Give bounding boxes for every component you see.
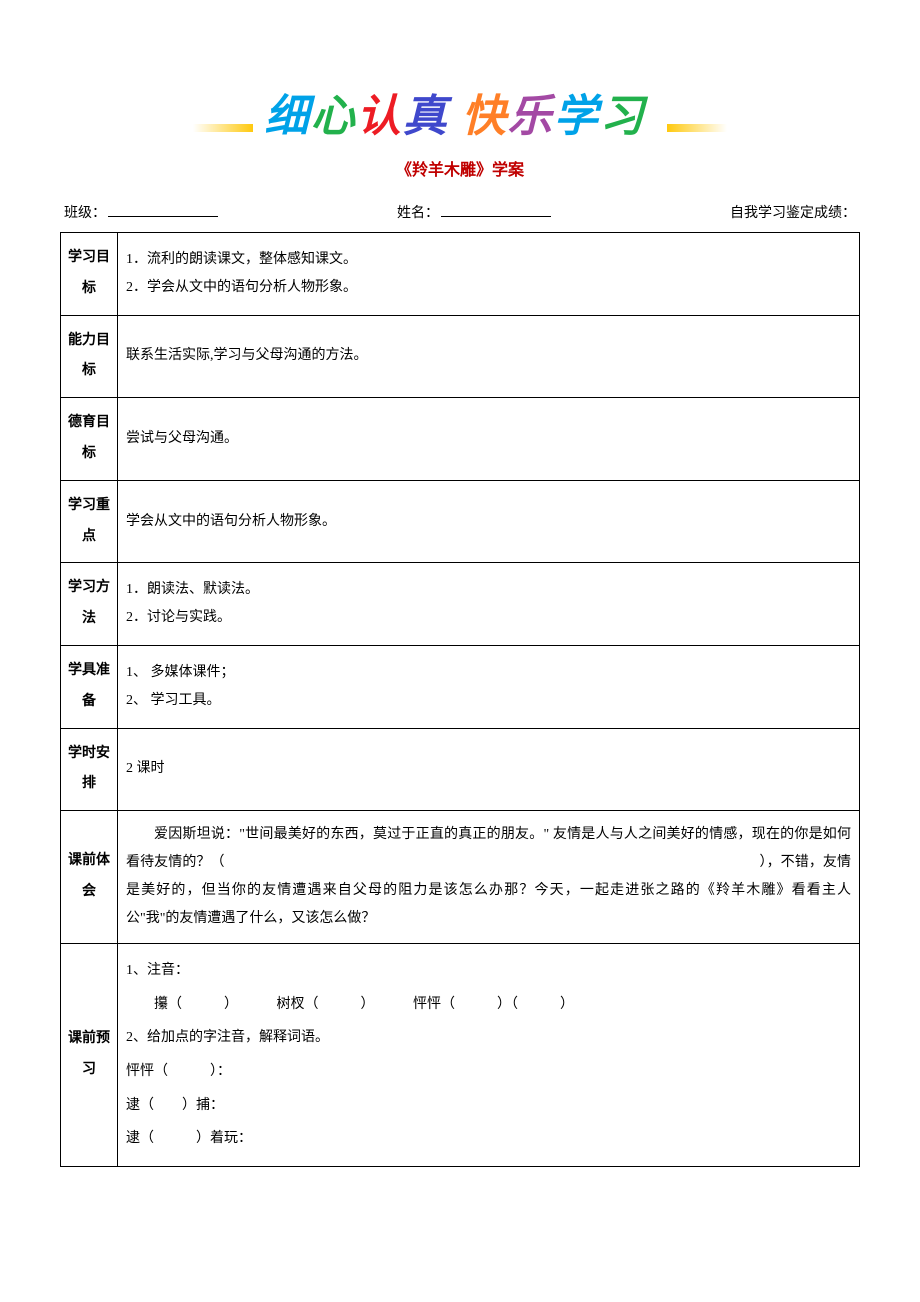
table-row: 学习重点 学会从文中的语句分析人物形象。 — [61, 480, 860, 563]
name-label: 姓名： — [397, 202, 439, 222]
table-row: 课前预习 1、注音： 攥（ ） 树杈（ ） 怦怦（ ）（ ） 2、给加点的字注音… — [61, 944, 860, 1167]
row-label: 学习目标 — [61, 233, 118, 316]
subtitle: 《羚羊木雕》学案 — [60, 156, 860, 180]
row-content: 学会从文中的语句分析人物形象。 — [118, 480, 860, 563]
row-content: 尝试与父母沟通。 — [118, 398, 860, 481]
content-line: 2．学会从文中的语句分析人物形象。 — [126, 274, 851, 302]
row-content: 1、 多媒体课件； 2、 学习工具。 — [118, 645, 860, 728]
row-content: 联系生活实际,学习与父母沟通的方法。 — [118, 315, 860, 398]
page: 细心认真 快乐学习 《羚羊木雕》学案 班级： 姓名： 自我学习鉴定成绩： 学习目… — [0, 0, 920, 1207]
row-label: 课前预习 — [61, 944, 118, 1167]
banner-deco-right — [667, 124, 727, 132]
pinyin-heading-2: 2、给加点的字注音，解释词语。 — [126, 1021, 851, 1055]
table-row: 课前体会 爱因斯坦说："世间最美好的东西，莫过于正直的真正的朋友。" 友情是人与… — [61, 811, 860, 944]
content-line: 学会从文中的语句分析人物形象。 — [126, 508, 851, 536]
info-name: 姓名： — [397, 202, 551, 222]
class-line — [108, 202, 218, 217]
row-content: 爱因斯坦说："世间最美好的东西，莫过于正直的真正的朋友。" 友情是人与人之间美好… — [118, 811, 860, 944]
score-label: 自我学习鉴定成绩： — [730, 202, 856, 222]
table-row: 学时安排 2 课时 — [61, 728, 860, 811]
pinyin-item: 树杈（ ） — [277, 997, 368, 1012]
row-content: 1．流利的朗读课文，整体感知课文。 2．学会从文中的语句分析人物形象。 — [118, 233, 860, 316]
label-text: 德育目标 — [68, 415, 110, 461]
pinyin-item-line: 逮（ ）捕： — [126, 1089, 851, 1123]
pinyin-line-1: 攥（ ） 树杈（ ） 怦怦（ ）（ ） — [126, 988, 851, 1022]
info-class: 班级： — [64, 202, 218, 222]
banner-char: 认 — [357, 92, 403, 141]
content-line: 联系生活实际,学习与父母沟通的方法。 — [126, 342, 851, 370]
content-line: 尝试与父母沟通。 — [126, 425, 851, 453]
info-score: 自我学习鉴定成绩： — [730, 202, 856, 222]
content-line: 1、 多媒体课件； — [126, 659, 851, 687]
label-text: 能力目标 — [68, 333, 110, 379]
banner-char: 心 — [311, 92, 357, 141]
content-line: 1．流利的朗读课文，整体感知课文。 — [126, 246, 851, 274]
pinyin-item: 攥（ ） — [154, 997, 231, 1012]
table-row: 学习目标 1．流利的朗读课文，整体感知课文。 2．学会从文中的语句分析人物形象。 — [61, 233, 860, 316]
label-text: 学时安排 — [68, 746, 110, 792]
banner-char: 习 — [600, 92, 646, 141]
label-text: 课前体会 — [68, 853, 110, 899]
content-line: 1．朗读法、默读法。 — [126, 576, 851, 604]
banner-deco-left — [193, 124, 253, 132]
row-label: 课前体会 — [61, 811, 118, 944]
row-content: 2 课时 — [118, 728, 860, 811]
row-label: 学习方法 — [61, 563, 118, 646]
plan-table: 学习目标 1．流利的朗读课文，整体感知课文。 2．学会从文中的语句分析人物形象。… — [60, 232, 860, 1167]
row-label: 德育目标 — [61, 398, 118, 481]
banner-char: 真 — [403, 92, 449, 141]
label-text: 学习方法 — [68, 580, 110, 626]
table-row: 能力目标 联系生活实际,学习与父母沟通的方法。 — [61, 315, 860, 398]
label-text: 学习目标 — [68, 250, 110, 296]
content-line: 2．讨论与实践。 — [126, 604, 851, 632]
row-label: 能力目标 — [61, 315, 118, 398]
row-label: 学具准备 — [61, 645, 118, 728]
table-row: 学习方法 1．朗读法、默读法。 2．讨论与实践。 — [61, 563, 860, 646]
label-text: 学习重点 — [68, 498, 110, 544]
pinyin-item: 怦怦（ ）（ ） — [413, 997, 574, 1012]
row-label: 学习重点 — [61, 480, 118, 563]
class-label: 班级： — [64, 202, 106, 222]
table-row: 学具准备 1、 多媒体课件； 2、 学习工具。 — [61, 645, 860, 728]
banner-text: 细心认真 快乐学习 — [265, 92, 659, 141]
label-text: 学具准备 — [68, 663, 110, 709]
table-row: 德育目标 尝试与父母沟通。 — [61, 398, 860, 481]
content-line: 2 课时 — [126, 755, 851, 783]
pinyin-item-line: 逮（ ）着玩： — [126, 1122, 851, 1156]
label-text: 课前预习 — [68, 1031, 110, 1077]
content-line: 2、 学习工具。 — [126, 687, 851, 715]
pinyin-item-line: 怦怦（ ）： — [126, 1055, 851, 1089]
info-row: 班级： 姓名： 自我学习鉴定成绩： — [60, 202, 860, 222]
banner-char: 快 — [462, 92, 508, 141]
banner: 细心认真 快乐学习 — [60, 80, 860, 144]
banner-char: 细 — [265, 92, 311, 141]
row-label: 学时安排 — [61, 728, 118, 811]
row-content: 1．朗读法、默读法。 2．讨论与实践。 — [118, 563, 860, 646]
content-paragraph: 爱因斯坦说："世间最美好的东西，莫过于正直的真正的朋友。" 友情是人与人之间美好… — [126, 821, 851, 933]
banner-char: 学 — [554, 92, 600, 141]
pinyin-heading: 1、注音： — [126, 954, 851, 988]
name-line — [441, 202, 551, 217]
row-content: 1、注音： 攥（ ） 树杈（ ） 怦怦（ ）（ ） 2、给加点的字注音，解释词语… — [118, 944, 860, 1167]
banner-char: 乐 — [508, 92, 554, 141]
